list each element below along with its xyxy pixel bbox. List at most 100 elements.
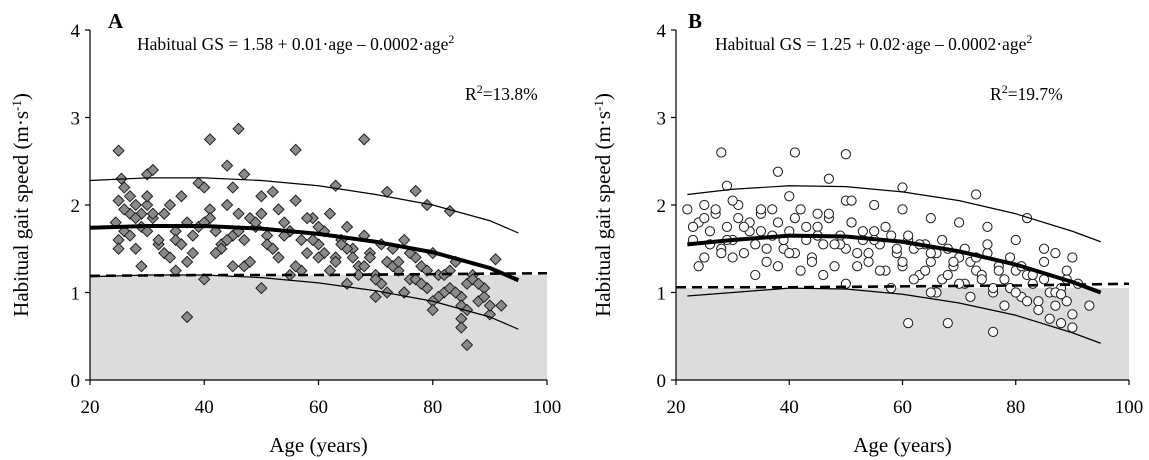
- data-point: [727, 195, 738, 206]
- data-point: [1044, 313, 1055, 324]
- x-axis-label-a: Age (years): [269, 433, 368, 457]
- data-point: [112, 194, 125, 207]
- data-point: [846, 217, 857, 228]
- data-point: [976, 274, 987, 285]
- data-point: [152, 233, 165, 247]
- data-point: [455, 321, 468, 334]
- data-point: [1050, 300, 1061, 311]
- data-point: [363, 251, 377, 264]
- data-point: [369, 273, 382, 286]
- data-point: [993, 265, 1004, 276]
- data-point: [472, 277, 485, 290]
- data-point: [1010, 287, 1021, 298]
- data-point: [1038, 256, 1050, 267]
- data-point: [243, 255, 257, 269]
- x-tick-label: 20: [667, 397, 686, 418]
- data-point: [1055, 318, 1067, 329]
- data-point: [460, 303, 474, 317]
- data-point: [495, 299, 508, 312]
- data-point: [852, 261, 863, 272]
- data-point: [699, 252, 710, 263]
- chart-panel-a: 0 1 2 3 4 20 40 60 80 100 A Habitual GS = 1.58 + …: [9, 9, 561, 457]
- y-axis-label-b: Habitual gait speed (m·s-1): [591, 93, 615, 317]
- data-point: [937, 234, 948, 246]
- tick-labels-a: 0 1 2 3 4 20 40 60 80 100: [71, 21, 562, 418]
- data-point: [699, 199, 710, 211]
- data-point: [897, 182, 908, 193]
- data-point: [209, 246, 222, 260]
- regression-curves-a: [89, 177, 548, 330]
- data-point: [238, 233, 251, 247]
- y-tick-label: 4: [71, 21, 81, 42]
- data-point: [733, 213, 744, 224]
- data-point: [289, 194, 302, 207]
- data-point: [1021, 296, 1033, 307]
- panel-label-b: B: [688, 9, 702, 33]
- data-point: [392, 255, 405, 269]
- data-point: [226, 181, 239, 194]
- data-point: [795, 265, 806, 276]
- data-point: [988, 326, 999, 337]
- threshold-dashed-line: [676, 282, 1130, 289]
- y-tick-label: 0: [71, 371, 81, 392]
- data-point: [710, 204, 721, 215]
- data-point: [329, 255, 342, 269]
- data-point: [220, 198, 234, 212]
- data-point: [272, 203, 285, 216]
- data-point: [897, 256, 908, 267]
- data-point: [232, 122, 245, 136]
- data-point: [880, 221, 891, 232]
- data-point: [478, 290, 491, 304]
- data-point: [789, 213, 801, 224]
- y-tick-label: 0: [657, 371, 667, 392]
- shaded-region-b: [676, 288, 1129, 380]
- data-point: [829, 261, 840, 272]
- data-point: [999, 274, 1010, 285]
- data-point: [1067, 252, 1078, 263]
- data-point: [380, 185, 394, 199]
- axes-b: [671, 29, 1130, 385]
- data-point: [295, 233, 308, 247]
- data-point: [704, 226, 716, 237]
- data-point: [489, 253, 502, 266]
- data-point: [942, 318, 953, 329]
- data-point: [869, 226, 880, 237]
- data-point: [812, 221, 823, 232]
- data-point: [869, 199, 880, 211]
- data-point: [772, 217, 784, 228]
- x-tick-label: 80: [1006, 397, 1025, 418]
- data-point: [1067, 309, 1078, 320]
- data-point: [220, 159, 234, 172]
- data-point: [682, 204, 693, 215]
- data-point: [801, 221, 812, 232]
- data-point: [312, 251, 325, 264]
- data-point: [352, 268, 365, 282]
- data-point: [823, 208, 834, 219]
- below-threshold-shade: [676, 288, 1129, 380]
- tick-labels-b: 0 1 2 3 4 20 40 60 80 100: [657, 21, 1144, 418]
- data-point: [483, 308, 497, 321]
- data-point: [129, 211, 142, 225]
- data-point: [123, 229, 137, 242]
- x-axis-label-b: Age (years): [853, 433, 952, 457]
- data-point: [112, 144, 125, 157]
- data-point: [761, 243, 772, 254]
- panel-label-a: A: [108, 9, 124, 33]
- data-point: [750, 239, 761, 250]
- data-point: [897, 204, 908, 215]
- data-point: [727, 252, 738, 263]
- upper-band-line: [687, 185, 1101, 243]
- data-point: [369, 290, 382, 304]
- data-point: [1050, 248, 1061, 259]
- data-point: [140, 225, 154, 238]
- data-point: [426, 303, 439, 317]
- data-point: [198, 273, 211, 286]
- data-point: [163, 251, 177, 264]
- data-point: [925, 287, 936, 298]
- data-point: [863, 256, 874, 267]
- data-point: [289, 143, 302, 157]
- data-point: [761, 256, 772, 267]
- equation-text-b: Habitual GS = 1.25 + 0.02·age – 0.0002·a…: [715, 32, 1032, 54]
- data-point: [823, 173, 834, 184]
- data-point: [829, 239, 840, 250]
